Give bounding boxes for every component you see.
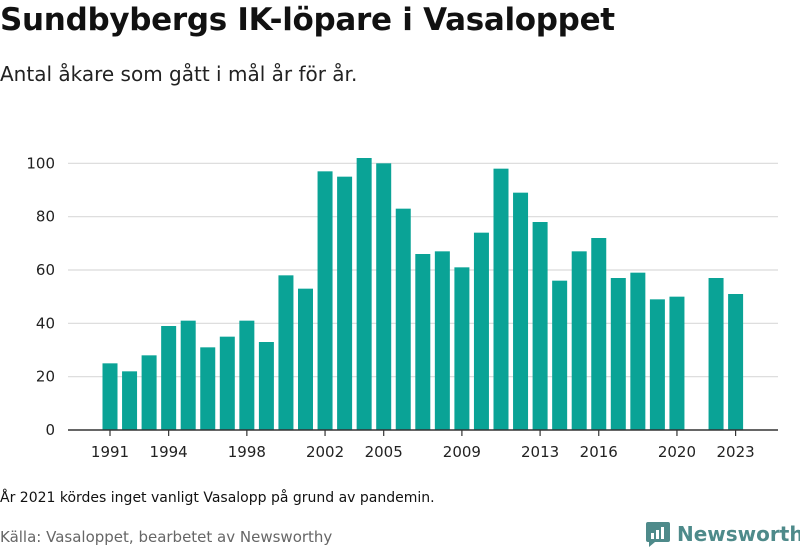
x-tick-label: 2005 (365, 443, 403, 461)
bar (200, 347, 216, 430)
bar-chart: 1991 1994 1998 2002 2005 2009 2013 2016 2020 2023… (26, 154, 778, 461)
bar (434, 251, 450, 430)
bar (493, 168, 509, 430)
x-tick-label: 2020 (658, 443, 696, 461)
bar (669, 296, 685, 430)
bar (415, 254, 431, 430)
bar (395, 208, 411, 430)
bar (298, 288, 313, 430)
bar (728, 294, 744, 430)
bar (356, 158, 372, 430)
y-tick-label: 80 (36, 208, 55, 226)
x-axis: 1991 1994 1998 2002 2005 2009 2013 2016 2020 2023 (68, 429, 778, 461)
bar (278, 275, 294, 430)
chart-title: Sundbybergs IK-löpare i Vasaloppet (0, 2, 615, 38)
bar (258, 342, 274, 430)
bar (376, 163, 392, 431)
bar (473, 232, 489, 430)
x-tick-label: 1994 (150, 443, 188, 461)
x-tick-label: 2016 (580, 443, 618, 461)
y-tick-label: 100 (26, 154, 55, 172)
x-tick-label: 1991 (91, 443, 129, 461)
bar (610, 278, 626, 430)
y-tick-label: 60 (36, 261, 55, 279)
x-tick-label: 2009 (443, 443, 481, 461)
bar (219, 336, 235, 430)
bar (591, 238, 607, 430)
bar (513, 192, 529, 430)
bar (630, 272, 646, 430)
y-axis-labels: 0 20 40 60 80 100 (26, 154, 55, 439)
bar (708, 278, 724, 430)
y-tick-label: 0 (45, 421, 55, 439)
bars (102, 158, 744, 431)
x-tick-label: 2023 (717, 443, 755, 461)
bar (649, 299, 665, 430)
logo-text: Newsworthy (677, 522, 800, 546)
newsworthy-logo-icon (646, 522, 670, 547)
bar (161, 326, 177, 430)
x-tick-label: 1998 (228, 443, 266, 461)
bar (317, 171, 333, 431)
x-tick-label: 2013 (521, 443, 559, 461)
bar (102, 363, 118, 430)
bar (180, 320, 196, 430)
bar (552, 280, 568, 430)
newsworthy-logo: Newsworthy (645, 520, 800, 548)
x-tick-label: 2002 (306, 443, 344, 461)
y-tick-label: 20 (36, 368, 55, 386)
bar (532, 222, 548, 430)
chart-subtitle: Antal åkare som gått i mål år för år. (0, 62, 358, 86)
bar (571, 251, 587, 430)
source-credit: Källa: Vasaloppet, bearbetet av Newswort… (0, 528, 333, 546)
bar (454, 267, 470, 430)
y-tick-label: 40 (36, 314, 55, 332)
bar (122, 371, 138, 430)
bar (337, 176, 353, 430)
footnote: År 2021 kördes inget vanligt Vasalopp på… (0, 490, 435, 506)
bar (141, 355, 157, 430)
bar (239, 320, 255, 430)
